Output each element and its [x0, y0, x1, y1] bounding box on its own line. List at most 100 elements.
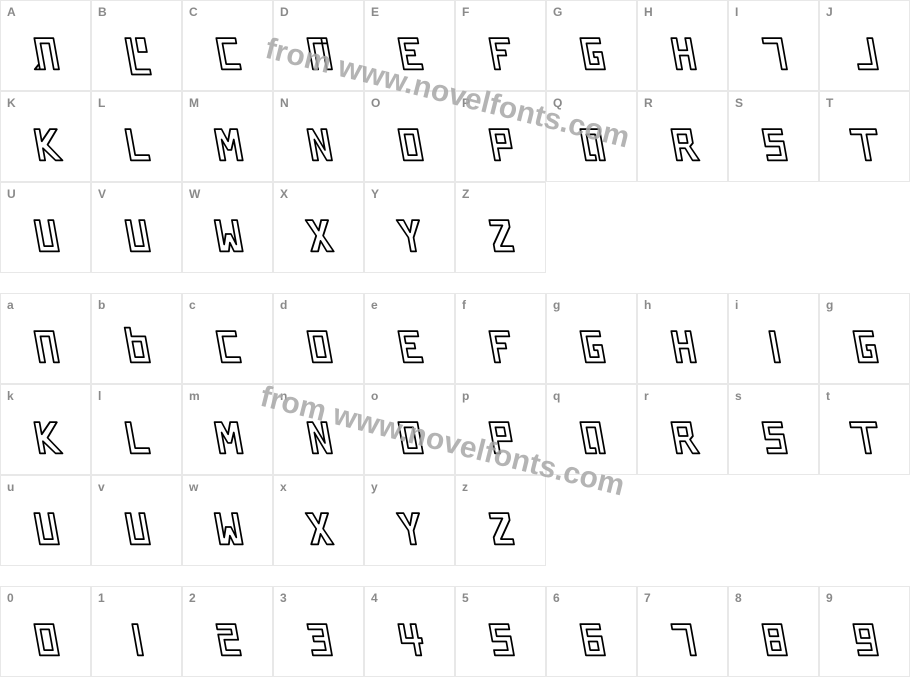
- glyph-cell: o: [364, 384, 455, 475]
- glyph-label: M: [189, 96, 199, 110]
- glyph-y: [388, 501, 432, 553]
- glyph-cell: a: [0, 293, 91, 384]
- glyph-A: [24, 26, 68, 78]
- glyph-cell: I: [728, 0, 819, 91]
- glyph-label: p: [462, 389, 469, 403]
- glyph-V: [115, 208, 159, 260]
- glyph-label: k: [7, 389, 14, 403]
- glyph-label: R: [644, 96, 653, 110]
- glyph-cell: X: [273, 182, 364, 273]
- glyph-Z: [479, 208, 523, 260]
- glyph-label: X: [280, 187, 288, 201]
- glyph-cell: w: [182, 475, 273, 566]
- glyph-cell: x: [273, 475, 364, 566]
- glyph-label: F: [462, 5, 469, 19]
- glyph-cell: n: [273, 384, 364, 475]
- glyph-cell: M: [182, 91, 273, 182]
- glyph-label: 2: [189, 591, 196, 605]
- glyph-cell: H: [637, 0, 728, 91]
- glyph-W: [206, 208, 250, 260]
- glyph-J: [843, 26, 887, 78]
- glyph-T: [843, 117, 887, 169]
- glyph-label: t: [826, 389, 830, 403]
- glyph-label: 9: [826, 591, 833, 605]
- glyph-label: o: [371, 389, 378, 403]
- glyph-Q: [570, 117, 614, 169]
- glyph-row: ABCDEFGHIJ: [0, 0, 911, 91]
- glyph-label: u: [7, 480, 14, 494]
- glyph-row: 0123456789: [0, 586, 911, 677]
- glyph-cell: m: [182, 384, 273, 475]
- glyph-F: [479, 26, 523, 78]
- glyph-label: x: [280, 480, 287, 494]
- glyph-label: 6: [553, 591, 560, 605]
- glyph-label: a: [7, 298, 14, 312]
- empty-cell: [546, 182, 637, 273]
- glyph-cell: J: [819, 0, 910, 91]
- glyph-cell: G: [546, 0, 637, 91]
- glyph-label: 5: [462, 591, 469, 605]
- glyph-x: [297, 501, 341, 553]
- glyph-r: [661, 410, 705, 462]
- glyph-label: 3: [280, 591, 287, 605]
- glyph-cell: T: [819, 91, 910, 182]
- glyph-cell: 7: [637, 586, 728, 677]
- empty-cell: [637, 182, 728, 273]
- glyph-label: w: [189, 480, 198, 494]
- empty-cell: [637, 475, 728, 566]
- glyph-h: [661, 319, 705, 371]
- glyph-p: [479, 410, 523, 462]
- glyph-B: [115, 26, 159, 78]
- glyph-cell: f: [455, 293, 546, 384]
- glyph-c: [206, 319, 250, 371]
- glyph-a: [24, 319, 68, 371]
- glyph-row: abcdefghig: [0, 293, 911, 384]
- glyph-label: G: [553, 5, 562, 19]
- glyph-4: [388, 612, 432, 664]
- glyph-L: [115, 117, 159, 169]
- empty-cell: [819, 182, 910, 273]
- glyph-cell: d: [273, 293, 364, 384]
- glyph-label: l: [98, 389, 101, 403]
- glyph-7: [661, 612, 705, 664]
- glyph-label: y: [371, 480, 378, 494]
- glyph-label: S: [735, 96, 743, 110]
- glyph-cell: c: [182, 293, 273, 384]
- glyph-label: s: [735, 389, 742, 403]
- glyph-cell: 2: [182, 586, 273, 677]
- section-lowercase: abcdefghigklmnopqrstuvwxyz: [0, 293, 911, 566]
- glyph-q: [570, 410, 614, 462]
- glyph-u: [24, 501, 68, 553]
- glyph-i: [752, 319, 796, 371]
- glyph-cell: p: [455, 384, 546, 475]
- glyph-cell: F: [455, 0, 546, 91]
- glyph-label: c: [189, 298, 196, 312]
- glyph-D: [297, 26, 341, 78]
- glyph-cell: N: [273, 91, 364, 182]
- glyph-9: [843, 612, 887, 664]
- glyph-cell: h: [637, 293, 728, 384]
- glyph-H: [661, 26, 705, 78]
- glyph-cell: E: [364, 0, 455, 91]
- glyph-row: KLMNOPQRST: [0, 91, 911, 182]
- glyph-cell: K: [0, 91, 91, 182]
- glyph-cell: U: [0, 182, 91, 273]
- glyph-X: [297, 208, 341, 260]
- glyph-label: z: [462, 480, 468, 494]
- glyph-row: uvwxyz: [0, 475, 911, 566]
- glyph-cell: D: [273, 0, 364, 91]
- glyph-label: g: [553, 298, 560, 312]
- glyph-P: [479, 117, 523, 169]
- glyph-2: [206, 612, 250, 664]
- glyph-cell: Q: [546, 91, 637, 182]
- glyph-label: m: [189, 389, 200, 403]
- glyph-m: [206, 410, 250, 462]
- glyph-label: b: [98, 298, 105, 312]
- glyph-cell: g: [546, 293, 637, 384]
- glyph-label: 0: [7, 591, 14, 605]
- glyph-cell: s: [728, 384, 819, 475]
- glyph-label: P: [462, 96, 470, 110]
- glyph-cell: e: [364, 293, 455, 384]
- glyph-label: 4: [371, 591, 378, 605]
- glyph-cell: 3: [273, 586, 364, 677]
